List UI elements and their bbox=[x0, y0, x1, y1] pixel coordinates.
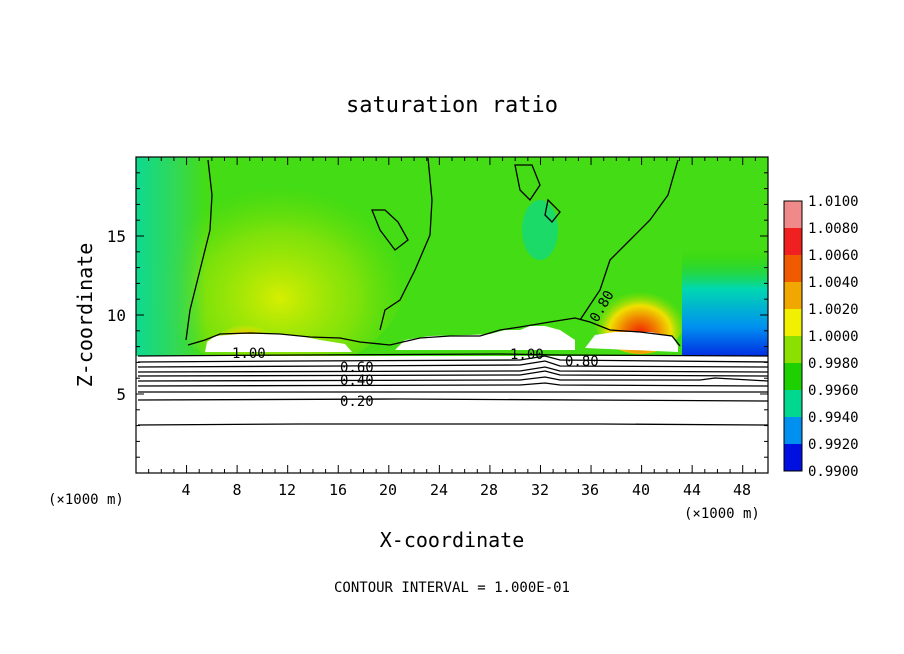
colorbar-label: 0.9900 bbox=[808, 464, 859, 480]
contour-label: 0.40 bbox=[340, 373, 374, 389]
y-tick-label: 10 bbox=[107, 306, 126, 325]
colorbar-label: 1.0000 bbox=[808, 329, 859, 345]
x-tick-label: 48 bbox=[733, 481, 751, 499]
x-tick-label: 20 bbox=[379, 481, 397, 499]
contour-interval-note: CONTOUR INTERVAL = 1.000E-01 bbox=[334, 580, 570, 596]
contour-label: 0.60 bbox=[340, 360, 374, 376]
colorbar-swatch bbox=[784, 390, 802, 417]
colorbar-swatch bbox=[784, 228, 802, 255]
contour-labels: 1.00 1.00 0.80 0.80 0.60 0.40 0.20 bbox=[232, 288, 618, 410]
contour-closed-small bbox=[544, 198, 561, 223]
contour-0.80 bbox=[137, 360, 768, 368]
colorbar-swatch bbox=[784, 255, 802, 282]
colorbar-swatch bbox=[784, 417, 802, 444]
field-right-blue-region bbox=[682, 250, 768, 360]
contour-0.60 bbox=[137, 370, 768, 377]
chart-title: saturation ratio bbox=[346, 93, 558, 118]
y-axis-label: Z-coordinate bbox=[73, 243, 97, 388]
contour-upper-mid bbox=[379, 157, 433, 331]
contour-label: 1.00 bbox=[510, 347, 544, 363]
colorbar-swatch bbox=[784, 282, 802, 309]
x-unit-label-left: (×1000 m) bbox=[48, 492, 124, 508]
x-tick-label: 8 bbox=[232, 481, 241, 499]
x-tick-label: 12 bbox=[278, 481, 296, 499]
colorbar-label: 0.9960 bbox=[808, 383, 859, 399]
x-tick-label: 24 bbox=[430, 481, 448, 499]
contour-0.50 bbox=[137, 376, 768, 382]
colorbar-label: 1.0040 bbox=[808, 275, 859, 291]
field-left-cyan-edge bbox=[136, 157, 206, 357]
contour-cloud-top bbox=[187, 317, 681, 347]
colorbar-label: 1.0060 bbox=[808, 248, 859, 264]
contour-0.90 bbox=[137, 355, 768, 363]
y-axis-tick-labels: 5 10 15 bbox=[107, 227, 126, 404]
contour-upper-left bbox=[185, 159, 213, 341]
contour-0.10 bbox=[137, 423, 768, 426]
x-axis-label: X-coordinate bbox=[380, 528, 525, 552]
colorbar: 1.0100 1.0080 1.0060 1.0040 1.0020 1.0000 0.99… bbox=[783, 194, 859, 480]
colorbar-label: 0.9980 bbox=[808, 356, 859, 372]
contour-lines bbox=[137, 157, 768, 426]
contour-0.40 bbox=[137, 382, 768, 387]
x-tick-label: 36 bbox=[581, 481, 599, 499]
colorbar-swatch bbox=[784, 309, 802, 336]
contour-1.00-base bbox=[137, 353, 768, 357]
field-mid-cyan-patch bbox=[522, 200, 558, 260]
colorbar-label: 0.9940 bbox=[808, 410, 859, 426]
y-tick-label: 5 bbox=[116, 385, 126, 404]
colorbar-swatch bbox=[784, 201, 802, 228]
contour-label: 0.80 bbox=[565, 354, 599, 370]
field-left-warm-region bbox=[150, 157, 410, 375]
x-tick-label: 32 bbox=[531, 481, 549, 499]
x-tick-label: 28 bbox=[480, 481, 498, 499]
colorbar-swatch bbox=[784, 444, 802, 471]
colorbar-label: 1.0020 bbox=[808, 302, 859, 318]
colorbar-swatch bbox=[784, 336, 802, 363]
contour-closed-right bbox=[514, 164, 541, 202]
x-unit-label-right: (×1000 m) bbox=[684, 506, 760, 522]
colorbar-label: 1.0100 bbox=[808, 194, 859, 210]
x-axis-tick-labels: 4 8 12 16 20 24 28 32 36 40 44 48 bbox=[181, 481, 751, 499]
contour-0.70 bbox=[137, 366, 768, 373]
x-tick-label: 44 bbox=[683, 481, 701, 499]
colorbar-label: 1.0080 bbox=[808, 221, 859, 237]
x-tick-label: 4 bbox=[181, 481, 190, 499]
colorbar-frame bbox=[783, 200, 803, 472]
x-tick-label: 40 bbox=[632, 481, 650, 499]
contour-label: 1.00 bbox=[232, 346, 266, 362]
contour-closed-mid bbox=[371, 209, 409, 251]
axis-ticks bbox=[136, 157, 768, 473]
contour-upper-right bbox=[579, 159, 679, 321]
x-tick-label: 16 bbox=[329, 481, 347, 499]
contour-0.20 bbox=[137, 398, 768, 402]
colorbar-swatch bbox=[784, 363, 802, 390]
field-subsaturated-region bbox=[136, 356, 768, 473]
heatmap-field bbox=[136, 157, 768, 473]
field-cloud-white-patches bbox=[205, 326, 678, 352]
y-tick-label: 15 bbox=[107, 227, 126, 246]
colorbar-label: 0.9920 bbox=[808, 437, 859, 453]
contour-label: 0.20 bbox=[340, 394, 374, 410]
